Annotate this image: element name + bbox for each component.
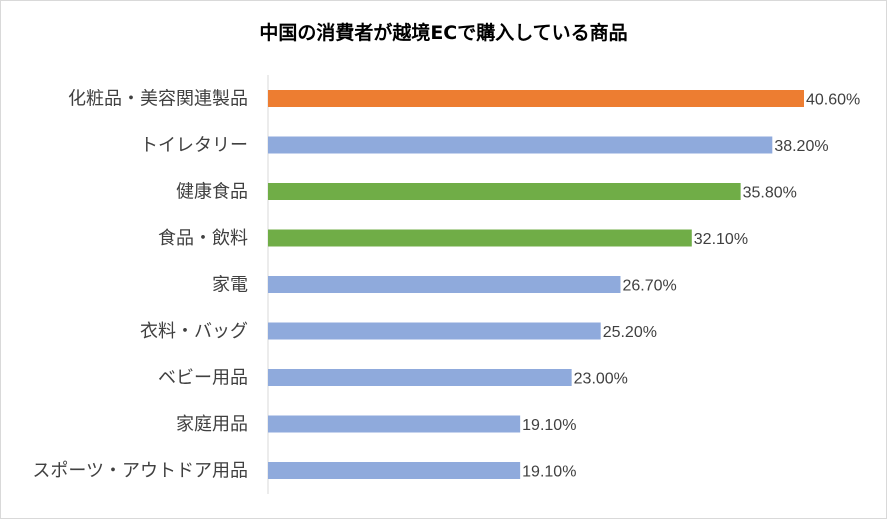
category-label: 化粧品・美容関連製品 xyxy=(68,89,248,110)
data-label: 35.80% xyxy=(743,185,797,202)
category-label: 家電 xyxy=(212,275,248,296)
bar xyxy=(268,462,521,479)
data-label: 25.20% xyxy=(603,324,657,341)
category-label: スポーツ・アウトドア用品 xyxy=(32,461,248,482)
bar xyxy=(268,183,741,200)
bar xyxy=(268,90,804,107)
bar xyxy=(268,369,572,386)
bar xyxy=(268,322,601,340)
category-label: 衣料・バッグ xyxy=(140,321,248,342)
category-label: 食品・飲料 xyxy=(158,228,248,249)
bar xyxy=(268,415,521,433)
data-label: 26.70% xyxy=(622,278,676,295)
bar xyxy=(268,229,692,247)
data-label: 19.10% xyxy=(522,464,576,481)
data-label: 19.10% xyxy=(522,417,576,434)
category-label: 家庭用品 xyxy=(176,414,248,435)
category-label: ベビー用品 xyxy=(158,368,248,389)
bar xyxy=(268,276,621,293)
data-label: 40.60% xyxy=(806,92,860,109)
category-label: 健康食品 xyxy=(176,182,248,203)
bar xyxy=(268,136,773,154)
category-label: トイレタリー xyxy=(140,135,248,156)
data-label: 32.10% xyxy=(694,231,748,248)
chart-title: 中国の消費者が越境ECで購入している商品 xyxy=(259,22,628,44)
data-label: 23.00% xyxy=(574,371,628,388)
data-label: 38.20% xyxy=(774,138,828,155)
